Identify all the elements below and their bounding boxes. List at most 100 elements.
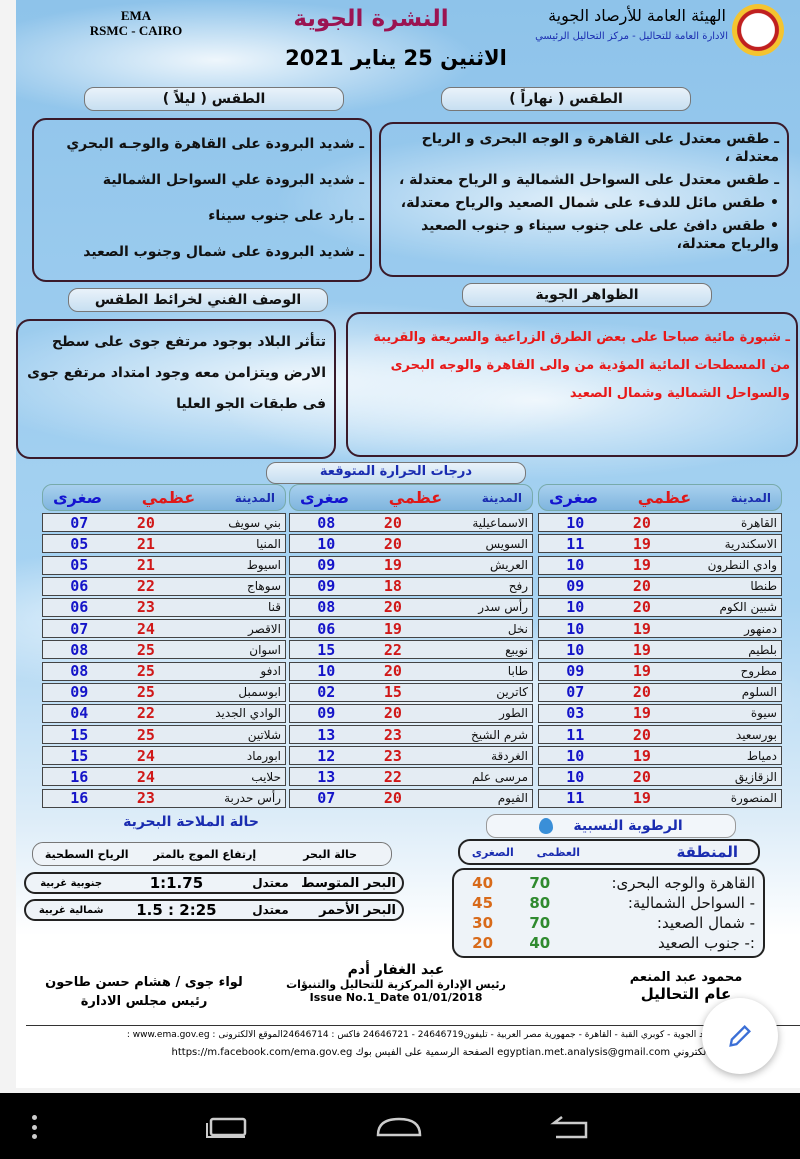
temperature-row: المنيا 21 05 [42,534,286,554]
footer-divider [26,1025,800,1026]
col-wind: الرياح السطحية [44,847,129,861]
city-name: المنيا [256,536,281,551]
humidity-min: 40 [472,874,494,892]
water-drop-icon [539,818,554,834]
signer-name: لواء جوى / هشام حسن طاحون [45,975,243,990]
max-temp: 25 [136,683,155,702]
temperature-row: دمياط 19 10 [538,746,782,766]
min-temp: 05 [70,556,89,575]
max-temp: 23 [136,789,155,808]
bulletin-image: EMA RSMC - CAIRO النشرة الجوية الاثنين 2… [16,0,800,1088]
min-temp: 10 [566,767,585,786]
temperature-row: اسوان 25 08 [42,640,286,660]
night-line: ـ شديد البرودة على القاهرة والوجـه البحر… [66,136,364,152]
edit-fab-button[interactable] [702,998,778,1074]
day-line: • طقس دافئ على على جنوب سيناء و جنوب الص… [421,218,779,252]
dept-name: الادارة العامة للتحاليل - مركز التحاليل … [535,31,728,42]
signer-title: عام التحاليل [640,985,732,1003]
synoptic-title: الوصف الفني لخرائط الطقس [68,288,328,312]
city-name: رأس حدربة [224,791,281,806]
col-max: عظمي [141,488,196,507]
humidity-max: 70 [529,914,551,932]
min-temp: 09 [317,577,336,596]
col-city: المدينة [234,490,275,505]
temperatures-title: درجات الحرارة المتوقعة [266,462,526,484]
max-temp: 24 [136,619,155,638]
min-temp: 03 [566,704,585,723]
min-temp: 10 [566,598,585,617]
max-temp: 20 [632,513,651,532]
pencil-icon [729,1025,751,1047]
city-name: سيوة [750,706,777,721]
city-name: بلطيم [748,642,777,657]
col-min: صغرى [300,488,350,507]
bulletin-date: الاثنين 25 يناير 2021 [285,46,507,70]
humidity-header: المنطقة العظمى الصغرى [458,839,760,865]
min-temp: 09 [317,704,336,723]
back-icon[interactable] [546,1115,592,1139]
ema-logo [732,4,784,56]
sea-state: معتدل [252,876,289,890]
min-temp: 09 [566,662,585,680]
humidity-min: 20 [472,934,494,952]
col-min: صغرى [53,488,103,507]
temperature-row: مرسى علم 22 13 [289,767,533,787]
min-temp: 07 [566,683,585,702]
col-wave: إرتفاع الموج بالمتر [153,847,257,861]
temperature-row: العريش 19 09 [289,555,533,575]
max-temp: 18 [383,577,402,596]
max-temp: 19 [632,704,651,723]
min-temp: 15 [70,746,89,765]
signer-name: عبد الغفار أدم [347,962,445,978]
temperature-row: ابوسمبل 25 09 [42,682,286,702]
menu-dots-icon[interactable] [32,1115,38,1139]
sea-name: البحر المتوسط [301,875,396,891]
max-temp: 19 [632,640,651,659]
signature-center: عبد الغفار أدم رئيس الإدارة المركزية للت… [266,962,526,1004]
city-name: الاسماعيلية [472,515,528,530]
temperature-row: رأس سدر 20 08 [289,597,533,617]
night-line: ـ شديد البرودة علي السواحل الشمالية [102,172,364,188]
max-temp: 19 [383,556,402,575]
city-name: الاقصر [248,621,281,636]
city-name: الطور [499,706,528,721]
city-name: طابا [507,664,528,678]
phenomena-title: الظواهر الجوية [462,283,712,307]
city-name: الغردقة [491,748,528,763]
city-name: مرسى علم [471,769,528,784]
min-temp: 09 [70,683,89,702]
city-name: طنطا [750,579,777,594]
city-name: مطروح [740,664,777,678]
bulletin-title: النشرة الجوية [293,6,449,32]
city-name: رفح [508,579,528,594]
humidity-row: - شمال الصعيد: 70 30 [454,913,755,933]
sea-state: معتدل [252,903,289,917]
city-name: ابوسمبل [238,685,281,700]
min-temp: 11 [566,789,585,808]
col-hum-min: الصغرى [471,845,514,859]
max-temp: 24 [136,767,155,786]
city-name: الاسكندرية [724,536,777,551]
home-icon[interactable] [374,1115,424,1139]
contact-line-2: يد الالكتروني egyptian.met.analysis@gmai… [171,1047,726,1058]
min-temp: 15 [317,640,336,659]
temperature-row: الوادي الجديد 22 04 [42,703,286,723]
temperature-row: ادفو 25 08 [42,661,286,681]
temperature-row: رأس حدربة 23 16 [42,788,286,808]
min-temp: 04 [70,704,89,723]
min-temp: 11 [566,725,585,744]
temperature-row: وادي النطرون 19 10 [538,555,782,575]
humidity-region: :- جنوب الصعيد [657,934,755,952]
max-temp: 15 [383,683,402,702]
max-temp: 22 [383,640,402,659]
temperature-row: سوهاج 22 06 [42,576,286,596]
city-name: شلاتين [247,727,281,742]
recent-apps-icon[interactable] [205,1115,251,1139]
temperature-row: طنطا 20 09 [538,576,782,596]
temperature-table-2: المدينة عظمي صغرى الاسماعيلية 20 08 السويس 20 1… [289,484,533,808]
night-line: ـ شديد البرودة على شمال وجنوب الصعيد [83,244,364,260]
humidity-max: 70 [529,874,551,892]
max-temp: 23 [383,725,402,744]
min-temp: 08 [317,513,336,532]
min-temp: 06 [70,598,89,617]
